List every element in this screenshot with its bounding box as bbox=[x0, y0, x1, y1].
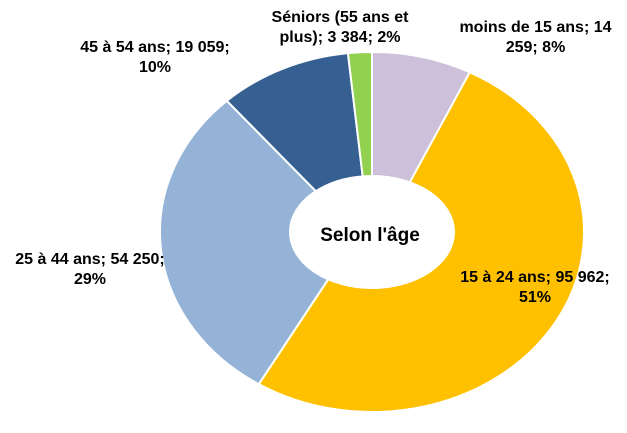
percent-label: 2% bbox=[377, 29, 401, 46]
category: 45 à 54 ans bbox=[80, 39, 166, 56]
percent-label: 10% bbox=[138, 59, 172, 76]
category: 25 à 44 ans bbox=[15, 251, 101, 268]
separator: ; bbox=[100, 251, 111, 268]
separator: ; bbox=[224, 39, 230, 56]
data-label: 45 à 54 ans; 19 059; 10% bbox=[75, 38, 235, 78]
category: Séniors (55 ans et plus) bbox=[271, 9, 409, 46]
slice bbox=[346, 50, 373, 178]
separator: ; bbox=[367, 29, 378, 46]
value-label: 19 059 bbox=[175, 39, 225, 56]
slice bbox=[225, 52, 364, 193]
category: moins de 15 ans bbox=[459, 19, 584, 36]
separator: ; bbox=[159, 251, 165, 268]
separator: ; bbox=[604, 269, 610, 286]
slice bbox=[257, 70, 585, 413]
value-label: 3 384 bbox=[327, 29, 368, 46]
data-label: 25 à 44 ans; 54 250; 29% bbox=[10, 250, 170, 290]
slice bbox=[159, 99, 330, 386]
value-label: 54 250 bbox=[110, 251, 160, 268]
category: 15 à 24 ans bbox=[460, 269, 546, 286]
percent-label: 8% bbox=[542, 39, 566, 56]
data-label: moins de 15 ans; 14 259; 8% bbox=[458, 18, 613, 58]
slices bbox=[159, 50, 585, 413]
data-label: Séniors (55 ans et plus); 3 384; 2% bbox=[260, 8, 420, 48]
center-title: Selon l'âge bbox=[320, 225, 420, 246]
separator: ; bbox=[317, 29, 328, 46]
separator: ; bbox=[583, 19, 594, 36]
percent-label: 51% bbox=[518, 289, 552, 306]
separator: ; bbox=[545, 269, 556, 286]
value-label: 14 259 bbox=[505, 19, 612, 56]
separator: ; bbox=[532, 39, 543, 56]
value-label: 95 962 bbox=[555, 269, 605, 286]
percent-label: 29% bbox=[73, 271, 107, 288]
data-label: 15 à 24 ans; 95 962; 51% bbox=[455, 268, 615, 308]
separator: ; bbox=[165, 39, 176, 56]
